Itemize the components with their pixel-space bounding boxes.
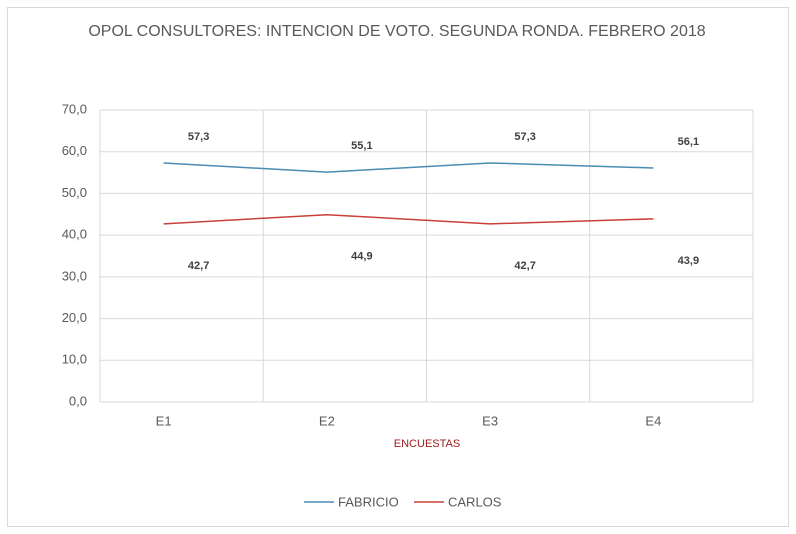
- x-axis-label: ENCUESTAS: [394, 438, 460, 450]
- y-tick-label: 60,0: [62, 143, 87, 158]
- chart-border: [7, 7, 789, 527]
- y-tick-label: 10,0: [62, 352, 87, 367]
- series-line: [163, 213, 654, 225]
- data-label: 55,1: [351, 140, 372, 152]
- data-label: 44,9: [351, 251, 372, 263]
- data-label: 43,9: [678, 255, 699, 267]
- data-label: 42,7: [188, 260, 209, 272]
- legend-label: CARLOS: [448, 494, 502, 509]
- x-tick-label: E3: [482, 413, 498, 428]
- y-tick-label: 0,0: [69, 393, 87, 408]
- y-tick-label: 30,0: [62, 268, 87, 283]
- y-tick-label: 70,0: [62, 101, 87, 116]
- data-label: 56,1: [678, 136, 699, 148]
- legend-label: FABRICIO: [338, 494, 399, 509]
- y-tick-label: 50,0: [62, 185, 87, 200]
- y-tick-label: 20,0: [62, 310, 87, 325]
- x-tick-label: E2: [319, 413, 335, 428]
- y-tick-label: 40,0: [62, 227, 87, 242]
- series-line: [163, 162, 654, 173]
- data-label: 57,3: [188, 131, 209, 143]
- chart-title: OPOL CONSULTORES: INTENCION DE VOTO. SEG…: [88, 23, 705, 40]
- x-tick-label: E4: [645, 413, 661, 428]
- data-label: 57,3: [514, 131, 535, 143]
- data-label: 42,7: [514, 260, 535, 272]
- x-tick-label: E1: [156, 413, 172, 428]
